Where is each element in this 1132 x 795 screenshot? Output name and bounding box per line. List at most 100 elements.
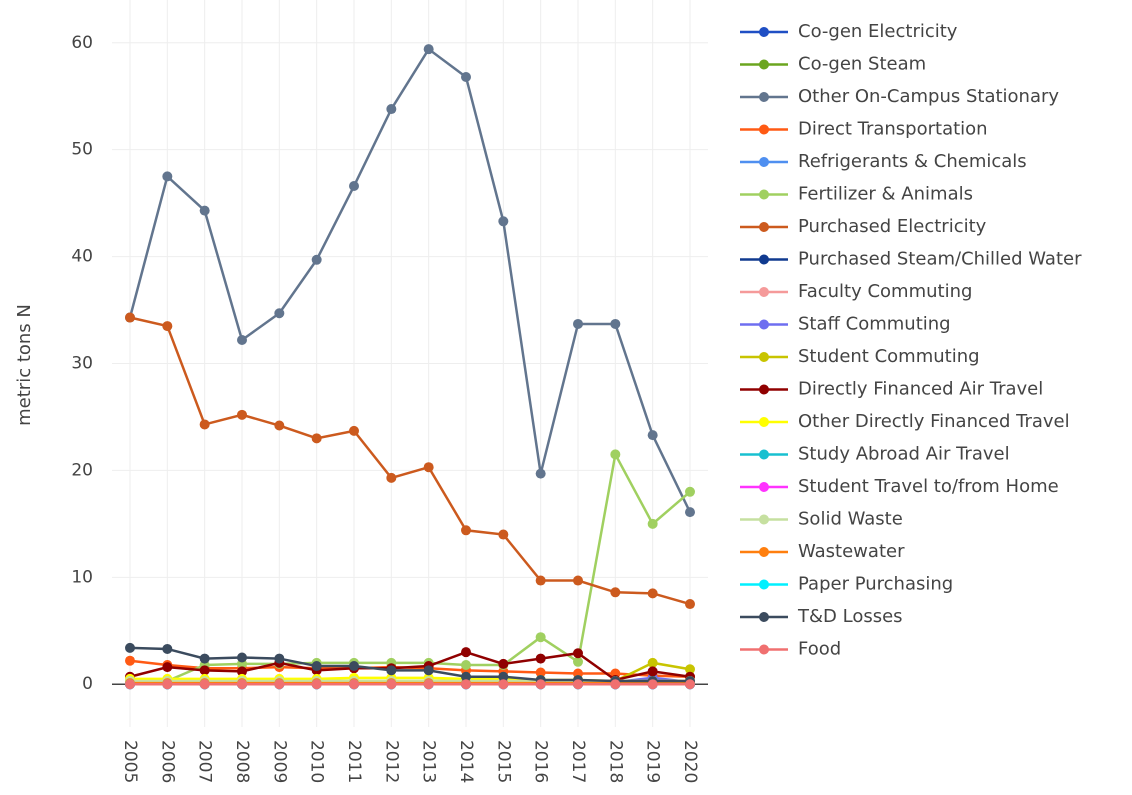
x-tick-label: 2015 [493,740,513,783]
legend-dot [759,27,769,37]
data-point [685,486,695,497]
legend-dot [759,449,769,460]
data-point [199,665,210,676]
data-point [125,642,135,653]
data-point [311,661,322,672]
data-point [647,657,658,668]
legend-label: Fertilizer & Animals [798,184,973,205]
y-tick-label: 40 [71,247,93,267]
data-point [647,666,658,677]
data-point [199,653,210,664]
series-line [128,47,692,513]
legend-dot [759,417,769,427]
legend-label: Directly Financed Air Travel [798,379,1043,400]
legend-label: Purchased Electricity [798,216,987,237]
data-point [274,653,285,664]
data-point [610,318,621,329]
legend-dot [759,384,769,395]
data-point [386,665,397,676]
series-line [129,316,691,606]
legend-dot [759,59,769,70]
x-tick-label: 2008 [232,740,252,783]
data-point [535,575,546,586]
x-tick-label: 2006 [157,740,177,783]
data-point [498,671,509,682]
legend-label: Study Abroad Air Travel [798,444,1010,465]
y-tick-label: 30 [71,354,93,374]
data-point [498,216,509,227]
y-tick-label: 60 [71,33,93,53]
data-point [199,679,210,690]
legend-dot [759,352,769,362]
legend-label: T&D Losses [797,606,903,627]
legend-dot [759,254,769,265]
y-tick-label: 20 [71,460,93,480]
legend-label: Purchased Steam/Chilled Water [798,249,1082,270]
data-point [162,679,173,690]
x-tick-label: 2012 [381,740,401,783]
data-point [274,679,285,690]
data-point [573,575,583,586]
x-tick-label: 2020 [680,740,700,783]
data-point [498,679,509,690]
data-point [461,71,471,82]
legend-label: Food [798,639,841,660]
data-point [461,679,471,690]
data-point [311,679,322,690]
legend-label: Solid Waste [798,509,903,530]
data-point [610,449,621,460]
data-point [647,430,658,441]
data-point [423,462,434,473]
data-point [349,679,359,690]
data-point [237,666,247,677]
legend-dot [759,222,769,232]
legend-label: Paper Purchasing [798,574,953,595]
x-tick-label: 2007 [195,740,215,783]
data-point [274,308,285,319]
data-point [647,518,658,529]
data-point [349,425,359,436]
data-point [461,525,471,536]
series-line [129,650,691,682]
data-point [349,181,359,192]
legend-label: Student Commuting [798,346,980,367]
y-tick-label: 50 [71,140,93,160]
data-point [274,420,285,431]
data-point [237,409,247,420]
data-point [498,529,509,540]
data-point [573,648,583,659]
x-tick-label: 2018 [605,740,625,783]
data-point [647,588,658,599]
legend-label: Staff Commuting [798,314,951,335]
data-point [237,652,247,663]
x-tick-label: 2017 [568,740,588,783]
data-point [125,679,135,690]
data-point [237,334,247,345]
data-point [535,468,546,479]
data-point [199,419,210,430]
data-point [647,679,658,690]
data-point [685,679,695,690]
data-point [199,205,210,216]
legend-label: Refrigerants & Chemicals [798,151,1027,172]
data-point [573,318,583,329]
legend-dot [759,124,769,135]
legend-dot [759,547,769,557]
x-tick-label: 2016 [531,740,551,783]
legend-label: Student Travel to/from Home [798,476,1059,497]
legend-dot [759,92,769,102]
y-tick-label: 10 [71,567,93,587]
data-point [349,661,359,672]
data-point [423,665,434,676]
data-point [311,433,322,444]
series-line [130,450,691,683]
data-point [386,679,397,690]
data-point [535,632,546,643]
y-axis-label: metric tons N [14,304,35,426]
data-point [162,171,173,182]
data-point [610,587,621,598]
x-tick-label: 2013 [419,740,439,783]
data-point [610,679,621,690]
data-point [162,662,173,673]
